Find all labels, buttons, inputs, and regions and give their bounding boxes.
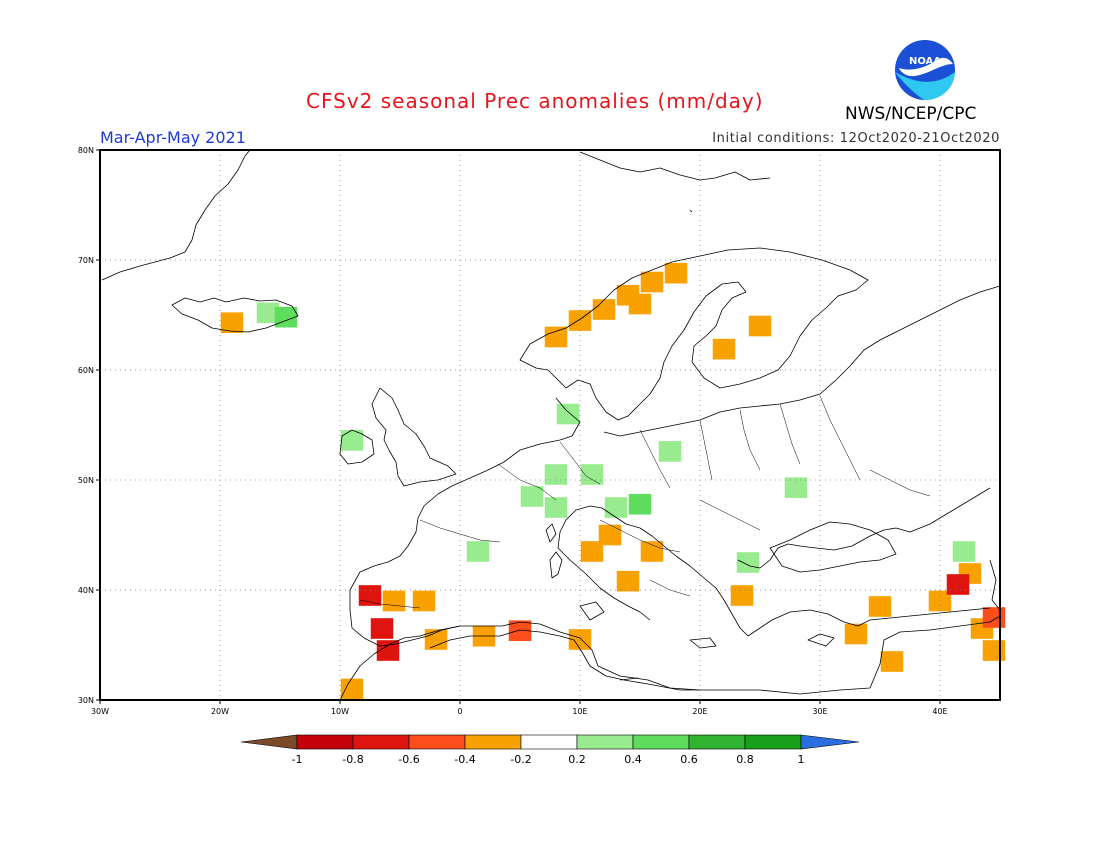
anomaly-cell bbox=[730, 585, 754, 606]
colorbar-label: -0.8 bbox=[342, 753, 363, 766]
anomaly-cell bbox=[412, 590, 436, 612]
anomaly-cell bbox=[946, 574, 970, 595]
coastline-iceland bbox=[171, 297, 299, 333]
anomaly-cell bbox=[982, 607, 1006, 628]
colorbar-segment bbox=[744, 734, 802, 750]
anomaly-cell bbox=[556, 403, 580, 425]
anomaly-cell bbox=[880, 651, 904, 672]
coastline-mediterranean-islands bbox=[545, 523, 835, 649]
anomaly-cell bbox=[544, 464, 568, 485]
anomaly-cell bbox=[358, 585, 382, 606]
anomaly-cell bbox=[784, 477, 808, 499]
anomaly-cell bbox=[340, 430, 364, 451]
agency-label: NWS/NCEP/CPC bbox=[845, 104, 977, 124]
colorbar-high-arrow bbox=[800, 734, 860, 750]
coastline-caspian bbox=[989, 559, 1001, 611]
colorbar-label: 0.2 bbox=[568, 753, 586, 766]
anomaly-cell bbox=[616, 570, 640, 592]
anomaly-cell bbox=[628, 293, 652, 315]
anomaly-cell bbox=[466, 541, 490, 562]
anomaly-cell bbox=[592, 299, 616, 320]
colorbar: -1 -0.8 -0.6 -0.4 -0.2 0.2 0.4 0.6 0.8 1 bbox=[240, 734, 860, 766]
lon-tick-label: 20E bbox=[692, 707, 707, 716]
anomaly-cell bbox=[580, 541, 604, 562]
coastline-greenland bbox=[101, 149, 251, 281]
colorbar-segment bbox=[520, 734, 578, 750]
colorbar-segment bbox=[352, 734, 410, 750]
colorbar-label: -0.4 bbox=[454, 753, 475, 766]
colorbar-segment bbox=[408, 734, 466, 750]
anomaly-cell bbox=[544, 497, 568, 518]
anomaly-cell bbox=[640, 541, 664, 562]
lat-tick-label: 70N bbox=[78, 256, 94, 265]
anomaly-cell bbox=[628, 493, 652, 515]
lon-tick-label: 40E bbox=[932, 707, 947, 716]
anomaly-cell bbox=[580, 464, 604, 485]
anomaly-cell bbox=[544, 326, 568, 348]
colorbar-low-arrow bbox=[240, 734, 298, 750]
coastline-black-sea bbox=[769, 521, 897, 573]
lat-tick-label: 30N bbox=[78, 696, 94, 705]
colorbar-segment bbox=[576, 734, 634, 750]
anomaly-cell bbox=[952, 541, 976, 562]
anomaly-cell bbox=[664, 262, 688, 284]
colorbar-segment bbox=[688, 734, 746, 750]
anomaly-cell bbox=[604, 497, 628, 518]
colorbar-label: 0.4 bbox=[624, 753, 642, 766]
anomaly-cell bbox=[658, 441, 682, 462]
anomaly-cell bbox=[568, 629, 592, 650]
anomaly-cell bbox=[340, 678, 364, 700]
map-frame bbox=[99, 149, 1001, 701]
lon-tick-label: 30W bbox=[91, 707, 109, 716]
coastline-british-isles bbox=[339, 387, 457, 487]
coastlines bbox=[101, 149, 1001, 701]
anomaly-cell bbox=[382, 590, 406, 612]
anomaly-cell bbox=[736, 552, 760, 573]
season-label: Mar-Apr-May 2021 bbox=[100, 128, 246, 147]
map-title: CFSv2 seasonal Prec anomalies (mm/day) bbox=[306, 89, 764, 113]
coastline-scandinavia bbox=[519, 247, 869, 421]
anomaly-cell bbox=[256, 302, 280, 324]
lat-tick-label: 60N bbox=[78, 366, 94, 375]
map-gridlines bbox=[100, 150, 1000, 700]
lon-tick-label: 10E bbox=[572, 707, 587, 716]
lon-tick-label: 20W bbox=[211, 707, 229, 716]
coastline-continent bbox=[349, 285, 1001, 695]
colorbar-segment bbox=[464, 734, 522, 750]
anomaly-cell bbox=[712, 338, 736, 360]
coastline-africa bbox=[339, 625, 700, 701]
anomaly-grid bbox=[220, 262, 1006, 700]
logo-text: NOAA bbox=[909, 56, 941, 67]
lat-tick-label: 50N bbox=[78, 476, 94, 485]
anomaly-cell bbox=[844, 623, 868, 645]
colorbar-segment bbox=[632, 734, 690, 750]
initial-conditions-label: Initial conditions: 12Oct2020-21Oct2020 bbox=[712, 131, 1000, 146]
lat-tick-label: 80N bbox=[78, 146, 94, 155]
coastline-svalbard bbox=[579, 151, 771, 213]
colorbar-label: -0.6 bbox=[398, 753, 419, 766]
anomaly-cell bbox=[370, 618, 394, 639]
anomaly-cell bbox=[598, 524, 622, 546]
colorbar-label: 1 bbox=[798, 753, 805, 766]
lon-tick-label: 30E bbox=[812, 707, 827, 716]
anomaly-cell bbox=[220, 312, 244, 334]
anomaly-cell bbox=[640, 271, 664, 293]
anomaly-cell bbox=[508, 620, 532, 642]
colorbar-segment bbox=[296, 734, 354, 750]
colorbar-label: -0.2 bbox=[510, 753, 531, 766]
lon-tick-label: 10W bbox=[331, 707, 349, 716]
noaa-logo-icon: NOAA bbox=[895, 40, 955, 100]
anomaly-cell bbox=[748, 315, 772, 337]
lon-tick-label: 0 bbox=[457, 707, 462, 716]
anomaly-cell bbox=[520, 486, 544, 507]
anomaly-cell bbox=[982, 640, 1006, 661]
anomaly-cell bbox=[424, 629, 448, 650]
anomaly-cell bbox=[868, 596, 892, 617]
colorbar-label: 0.8 bbox=[736, 753, 754, 766]
axis-ticks: 30W 20W 10W 0 10E 20E 30E 40E 30N 40N 50N 60N 70N 80N bbox=[78, 146, 948, 716]
colorbar-label: 0.6 bbox=[680, 753, 698, 766]
colorbar-label: -1 bbox=[292, 753, 303, 766]
lat-tick-label: 40N bbox=[78, 586, 94, 595]
